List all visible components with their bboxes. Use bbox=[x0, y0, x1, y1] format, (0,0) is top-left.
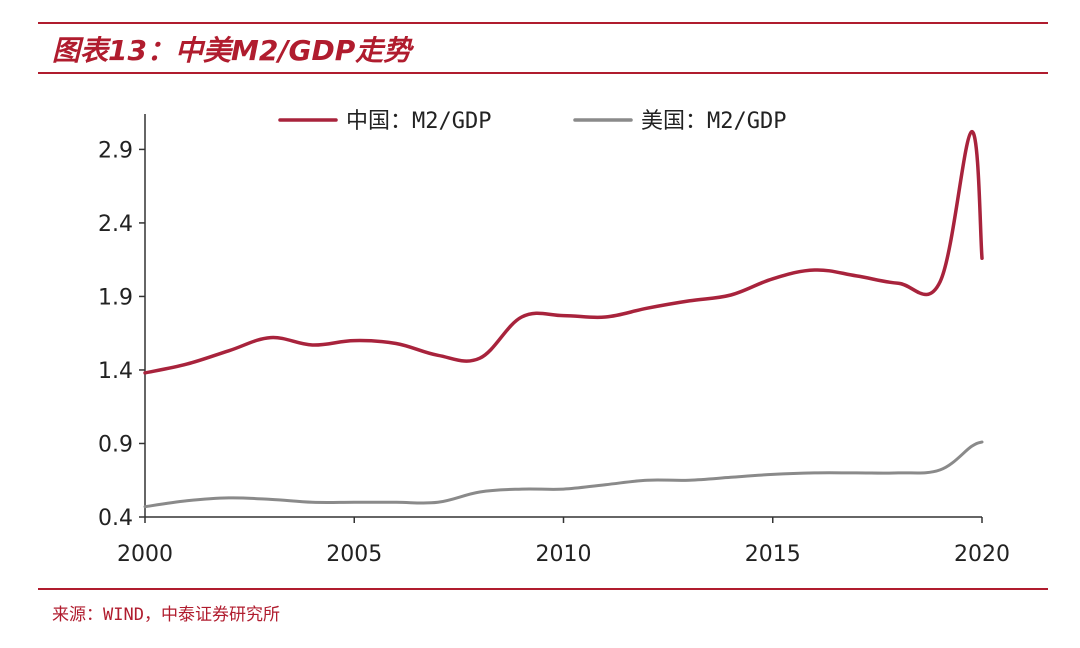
chart-legend: 中国：M2/GDP 美国：M2/GDP bbox=[278, 109, 786, 134]
y-tick-label: 1.4 bbox=[98, 359, 133, 384]
top-rule bbox=[38, 22, 1048, 24]
series-line-us bbox=[143, 440, 984, 509]
x-tick-label: 2010 bbox=[536, 542, 592, 567]
y-tick-label: 0.4 bbox=[98, 506, 133, 531]
x-tick-label: 2000 bbox=[117, 542, 173, 567]
legend-label-china: 中国：M2/GDP bbox=[346, 109, 491, 134]
x-tick-label: 2015 bbox=[745, 542, 801, 567]
series-line-china bbox=[143, 130, 984, 375]
title-rule bbox=[38, 72, 1048, 74]
y-tick-label: 1.9 bbox=[98, 285, 133, 310]
x-tick-label: 2005 bbox=[326, 542, 382, 567]
x-tick-label: 2020 bbox=[954, 542, 1010, 567]
bottom-rule bbox=[38, 588, 1048, 590]
figure-source: 来源：WIND，中泰证券研究所 bbox=[52, 605, 280, 625]
series-layer bbox=[143, 130, 984, 509]
figure-title: 图表13：中美M2/GDP走势 bbox=[52, 34, 412, 67]
y-tick-label: 2.4 bbox=[98, 212, 133, 237]
y-tick-label: 2.9 bbox=[98, 138, 133, 163]
legend-label-us: 美国：M2/GDP bbox=[641, 109, 786, 134]
y-tick-label: 0.9 bbox=[98, 432, 133, 457]
chart-axes: 0.4 0.9 1.4 1.9 2.4 2.9 2000 2005 2010 2015 2020 bbox=[98, 114, 1010, 567]
